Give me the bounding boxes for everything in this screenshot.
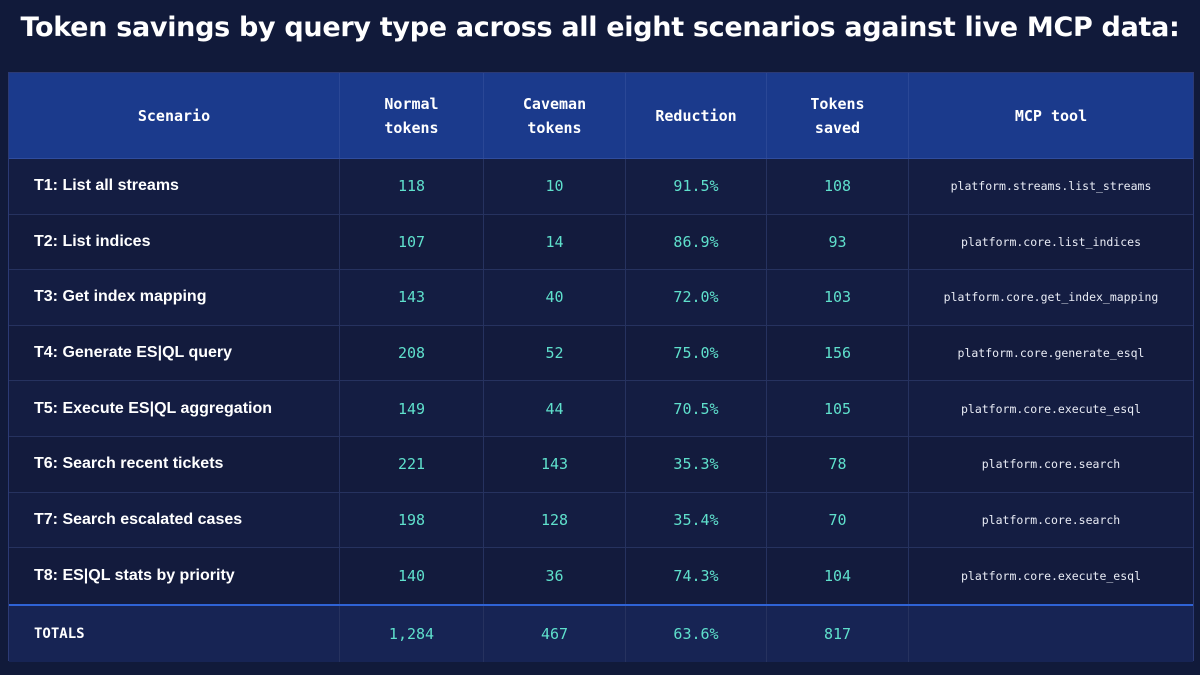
normal-tokens-cell: 140 [340, 548, 484, 604]
caveman-tokens-cell: 14 [484, 214, 626, 270]
header-caveman-tokens: Caveman tokens [484, 73, 626, 158]
table-row: T4: Generate ES|QL query 208 52 75.0% 15… [9, 325, 1193, 382]
normal-tokens-cell: 107 [340, 214, 484, 270]
totals-tokens-saved: 817 [767, 605, 909, 662]
scenario-cell: T5: Execute ES|QL aggregation [9, 381, 340, 436]
header-normal-tokens-label: Normal tokens [384, 94, 439, 137]
scenario-cell: T1: List all streams [9, 159, 340, 214]
table-body: T1: List all streams 118 10 91.5% 108 pl… [9, 159, 1193, 604]
token-savings-table: Scenario Normal tokens Caveman tokens Re… [8, 72, 1194, 662]
table-row: T8: ES|QL stats by priority 140 36 74.3%… [9, 548, 1193, 604]
table-row: T6: Search recent tickets 221 143 35.3% … [9, 436, 1193, 493]
tokens-saved-cell: 156 [767, 325, 909, 381]
mcp-tool-cell: platform.core.search [981, 512, 1121, 527]
normal-tokens-cell: 208 [340, 325, 484, 381]
normal-tokens-cell: 221 [340, 436, 484, 492]
caveman-tokens-cell: 143 [484, 436, 626, 492]
caveman-tokens-cell: 10 [484, 159, 626, 214]
mcp-tool-cell: platform.core.execute_esql [960, 401, 1141, 416]
table-row: T1: List all streams 118 10 91.5% 108 pl… [9, 159, 1193, 215]
table-row: T2: List indices 107 14 86.9% 93 platfor… [9, 214, 1193, 271]
reduction-cell: 75.0% [626, 325, 767, 381]
caveman-tokens-cell: 44 [484, 381, 626, 436]
scenario-cell: T2: List indices [9, 214, 340, 270]
reduction-cell: 35.4% [626, 492, 767, 548]
page-title: Token savings by query type across all e… [20, 12, 1180, 43]
totals-label: TOTALS [9, 605, 340, 662]
tokens-saved-cell: 93 [767, 214, 909, 270]
mcp-tool-cell: platform.core.search [981, 457, 1121, 472]
caveman-tokens-cell: 40 [484, 270, 626, 325]
header-tokens-saved-label: Tokens saved [810, 94, 865, 137]
caveman-tokens-cell: 128 [484, 492, 626, 548]
normal-tokens-cell: 198 [340, 492, 484, 548]
header-scenario: Scenario [9, 73, 340, 158]
header-mcp-tool: MCP tool [909, 73, 1193, 158]
reduction-cell: 72.0% [626, 270, 767, 325]
scenario-cell: T8: ES|QL stats by priority [9, 548, 340, 604]
mcp-tool-cell: platform.core.generate_esql [957, 346, 1145, 361]
header-scenario-label: Scenario [137, 106, 211, 125]
header-mcp-tool-label: MCP tool [1014, 106, 1088, 125]
reduction-cell: 74.3% [626, 548, 767, 604]
tokens-saved-cell: 70 [767, 492, 909, 548]
header-tokens-saved: Tokens saved [767, 73, 909, 158]
totals-mcp-tool [909, 606, 1193, 662]
header-normal-tokens: Normal tokens [340, 73, 484, 158]
reduction-cell: 91.5% [626, 159, 767, 214]
scenario-cell: T6: Search recent tickets [9, 436, 340, 492]
caveman-tokens-cell: 36 [484, 548, 626, 604]
table-row: T7: Search escalated cases 198 128 35.4%… [9, 492, 1193, 549]
totals-row: TOTALS 1,284 467 63.6% 817 [9, 603, 1193, 662]
tokens-saved-cell: 108 [767, 159, 909, 214]
normal-tokens-cell: 118 [340, 159, 484, 214]
scenario-cell: T7: Search escalated cases [9, 492, 340, 548]
caveman-tokens-cell: 52 [484, 325, 626, 381]
tokens-saved-cell: 105 [767, 381, 909, 436]
mcp-tool-cell: platform.core.list_indices [960, 234, 1141, 249]
totals-reduction: 63.6% [626, 605, 767, 662]
reduction-cell: 70.5% [626, 381, 767, 436]
mcp-tool-cell: platform.streams.list_streams [950, 179, 1152, 194]
totals-normal-tokens: 1,284 [340, 605, 484, 662]
table-row: T3: Get index mapping 143 40 72.0% 103 p… [9, 270, 1193, 326]
reduction-cell: 35.3% [626, 436, 767, 492]
header-reduction-label: Reduction [655, 106, 737, 125]
mcp-tool-cell: platform.core.execute_esql [960, 568, 1141, 583]
tokens-saved-cell: 78 [767, 436, 909, 492]
scenario-cell: T3: Get index mapping [9, 270, 340, 325]
table-header-row: Scenario Normal tokens Caveman tokens Re… [9, 73, 1193, 159]
mcp-tool-cell: platform.core.get_index_mapping [943, 290, 1159, 305]
reduction-cell: 86.9% [626, 214, 767, 270]
totals-caveman-tokens: 467 [484, 605, 626, 662]
scenario-cell: T4: Generate ES|QL query [9, 325, 340, 381]
normal-tokens-cell: 149 [340, 381, 484, 436]
normal-tokens-cell: 143 [340, 270, 484, 325]
table-row: T5: Execute ES|QL aggregation 149 44 70.… [9, 381, 1193, 437]
tokens-saved-cell: 103 [767, 270, 909, 325]
header-caveman-tokens-label: Caveman tokens [522, 94, 587, 137]
header-reduction: Reduction [626, 73, 767, 158]
tokens-saved-cell: 104 [767, 548, 909, 604]
